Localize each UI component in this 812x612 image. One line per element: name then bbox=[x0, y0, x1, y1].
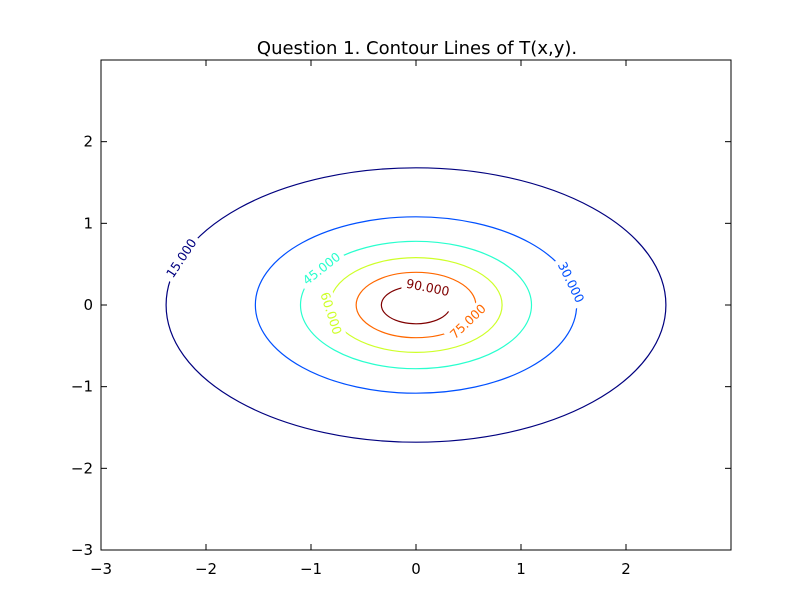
y-tick-label: 2 bbox=[83, 133, 93, 151]
x-tick-label: 2 bbox=[621, 560, 631, 578]
y-tick-label: 0 bbox=[83, 296, 93, 314]
contour-line-15 bbox=[165, 167, 667, 443]
contour-line-30 bbox=[254, 216, 578, 394]
contour-label-30: 30.000 bbox=[555, 259, 588, 305]
axis-ticks: −3 −2 −1 0 1 2 −3 −2 −1 0 1 2 bbox=[71, 60, 731, 578]
contour-label-gap-30 bbox=[552, 255, 590, 309]
x-tick-label: −2 bbox=[195, 560, 217, 578]
y-tick-label: −1 bbox=[71, 378, 93, 396]
y-tick-label: 1 bbox=[83, 214, 93, 232]
x-tick-label: −1 bbox=[300, 560, 322, 578]
y-tick-label: −3 bbox=[71, 541, 93, 559]
contour-label-gap-60 bbox=[315, 286, 347, 341]
contour-label-15: 15.000 bbox=[163, 236, 200, 281]
contour-label-gap-90 bbox=[400, 274, 455, 301]
y-tick-label: −2 bbox=[71, 459, 93, 477]
chart-title: Question 1. Contour Lines of T(x,y). bbox=[257, 38, 577, 59]
contour-label-60: 60.000 bbox=[317, 290, 345, 336]
x-tick-label: 0 bbox=[411, 560, 421, 578]
contour-label-gap-45 bbox=[296, 246, 347, 291]
contour-label-gap-75 bbox=[443, 297, 493, 345]
x-tick-label: 1 bbox=[516, 560, 526, 578]
contour-label-45: 45.000 bbox=[300, 249, 344, 288]
x-tick-label: −3 bbox=[90, 560, 112, 578]
plot-frame bbox=[100, 59, 732, 551]
contour-lines bbox=[165, 167, 667, 443]
contour-line-45 bbox=[299, 240, 533, 370]
contour-label-gap-15 bbox=[160, 232, 203, 284]
